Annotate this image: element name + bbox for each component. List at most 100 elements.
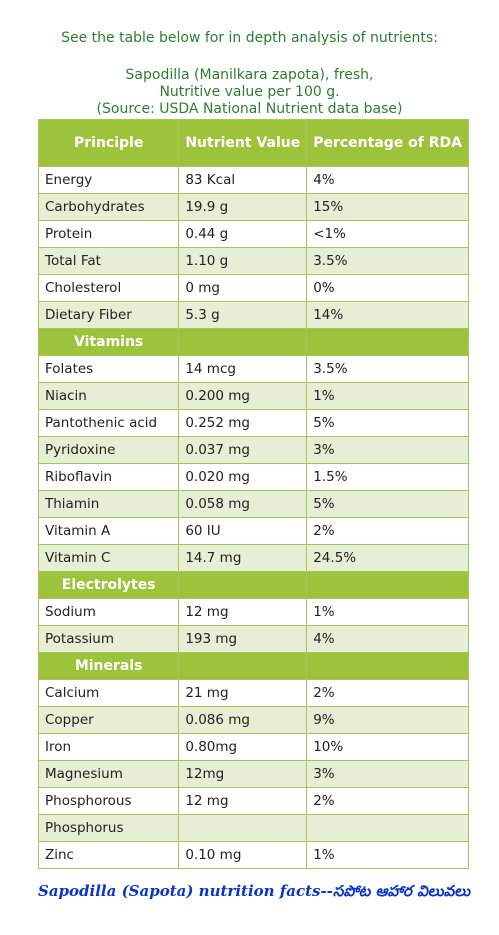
section-label: Electrolytes: [37, 571, 180, 599]
table-row: Copper 0.086 mg 9%: [37, 706, 469, 734]
table-row: Thiamin 0.058 mg 5%: [37, 490, 469, 518]
rda-cell: 5%: [306, 409, 469, 437]
principle-cell: Protein: [37, 220, 180, 248]
rda-cell: 14%: [306, 301, 469, 329]
table-row: Potassium 193 mg 4%: [37, 625, 469, 653]
principle-cell: Sodium: [37, 598, 180, 626]
section-empty-cell: [178, 571, 308, 599]
rda-cell: 5%: [306, 490, 469, 518]
value-cell: 21 mg: [178, 679, 308, 707]
section-empty-cell: [178, 652, 308, 680]
principle-cell: Pyridoxine: [37, 436, 180, 464]
value-cell: 0.037 mg: [178, 436, 308, 464]
value-cell: 0.44 g: [178, 220, 308, 248]
table-row: Vitamin A 60 IU 2%: [37, 517, 469, 545]
principle-cell: Copper: [37, 706, 180, 734]
principle-cell: Riboflavin: [37, 463, 180, 491]
table-row: Pyridoxine 0.037 mg 3%: [37, 436, 469, 464]
principle-cell: Cholesterol: [37, 274, 180, 302]
value-cell: 0.80mg: [178, 733, 308, 761]
principle-cell: Pantothenic acid: [37, 409, 180, 437]
value-cell: 14.7 mg: [178, 544, 308, 572]
section-label: Vitamins: [37, 328, 180, 356]
table-row: Niacin 0.200 mg 1%: [37, 382, 469, 410]
rda-cell: [306, 814, 469, 842]
rda-cell: 3%: [306, 760, 469, 788]
principle-cell: Vitamin A: [37, 517, 180, 545]
nutrition-table: Principle Nutrient Value Percentage of R…: [37, 119, 469, 869]
table-row: Vitamin C 14.7 mg 24.5%: [37, 544, 469, 572]
value-cell: [178, 814, 308, 842]
value-cell: 14 mcg: [178, 355, 308, 383]
principle-cell: Iron: [37, 733, 180, 761]
principle-cell: Total Fat: [37, 247, 180, 275]
principle-cell: Carbohydrates: [37, 193, 180, 221]
rda-cell: 1%: [306, 841, 469, 869]
value-cell: 0.252 mg: [178, 409, 308, 437]
rda-cell: 1.5%: [306, 463, 469, 491]
section-empty-cell: [178, 328, 308, 356]
table-row: Energy 83 Kcal 4%: [37, 166, 469, 194]
principle-cell: Potassium: [37, 625, 180, 653]
section-header-row: Electrolytes: [37, 571, 469, 599]
section-empty-cell: [306, 652, 469, 680]
value-cell: 12 mg: [178, 598, 308, 626]
principle-cell: Energy: [37, 166, 180, 194]
caption-line-basis: Nutritive value per 100 g.: [159, 84, 340, 100]
header-percentage-rda: Percentage of RDA: [306, 119, 469, 167]
rda-cell: 1%: [306, 382, 469, 410]
principle-cell: Zinc: [37, 841, 180, 869]
header-principle: Principle: [37, 119, 180, 167]
principle-cell: Phosphorous: [37, 787, 180, 815]
value-cell: 0.058 mg: [178, 490, 308, 518]
table-row: Cholesterol 0 mg 0%: [37, 274, 469, 302]
value-cell: 0.086 mg: [178, 706, 308, 734]
principle-cell: Thiamin: [37, 490, 180, 518]
rda-cell: 3%: [306, 436, 469, 464]
value-cell: 83 Kcal: [178, 166, 308, 194]
table-row: Protein 0.44 g <1%: [37, 220, 469, 248]
section-header-row: Vitamins: [37, 328, 469, 356]
rda-cell: 3.5%: [306, 247, 469, 275]
section-empty-cell: [306, 571, 469, 599]
value-cell: 0.10 mg: [178, 841, 308, 869]
table-row: Total Fat 1.10 g 3.5%: [37, 247, 469, 275]
value-cell: 0.200 mg: [178, 382, 308, 410]
rda-cell: 2%: [306, 679, 469, 707]
rda-cell: 2%: [306, 787, 469, 815]
section-empty-cell: [306, 328, 469, 356]
table-caption: Sapodilla (Manilkara zapota), fresh, Nut…: [0, 67, 499, 118]
rda-cell: 1%: [306, 598, 469, 626]
rda-cell: 10%: [306, 733, 469, 761]
rda-cell: 24.5%: [306, 544, 469, 572]
caption-line-title: Sapodilla (Manilkara zapota), fresh,: [125, 67, 374, 83]
value-cell: 60 IU: [178, 517, 308, 545]
table-row: Folates 14 mcg 3.5%: [37, 355, 469, 383]
table-row: Dietary Fiber 5.3 g 14%: [37, 301, 469, 329]
table-row: Zinc 0.10 mg 1%: [37, 841, 469, 869]
table-body: Energy 83 Kcal 4% Carbohydrates 19.9 g 15% Pro…: [37, 166, 469, 869]
rda-cell: <1%: [306, 220, 469, 248]
footer-title: Sapodilla (Sapota) nutrition facts--సపోట…: [38, 882, 471, 900]
principle-cell: Magnesium: [37, 760, 180, 788]
rda-cell: 3.5%: [306, 355, 469, 383]
principle-cell: Folates: [37, 355, 180, 383]
principle-cell: Niacin: [37, 382, 180, 410]
header-nutrient-value: Nutrient Value: [178, 119, 308, 167]
rda-cell: 4%: [306, 625, 469, 653]
value-cell: 1.10 g: [178, 247, 308, 275]
value-cell: 193 mg: [178, 625, 308, 653]
table-row: Riboflavin 0.020 mg 1.5%: [37, 463, 469, 491]
rda-cell: 9%: [306, 706, 469, 734]
rda-cell: 2%: [306, 517, 469, 545]
value-cell: 5.3 g: [178, 301, 308, 329]
value-cell: 12 mg: [178, 787, 308, 815]
value-cell: 12mg: [178, 760, 308, 788]
table-row: Pantothenic acid 0.252 mg 5%: [37, 409, 469, 437]
table-row: Calcium 21 mg 2%: [37, 679, 469, 707]
table-header-row: Principle Nutrient Value Percentage of R…: [37, 119, 469, 167]
principle-cell: Vitamin C: [37, 544, 180, 572]
rda-cell: 4%: [306, 166, 469, 194]
rda-cell: 15%: [306, 193, 469, 221]
intro-text: See the table below for in depth analysi…: [61, 30, 438, 46]
